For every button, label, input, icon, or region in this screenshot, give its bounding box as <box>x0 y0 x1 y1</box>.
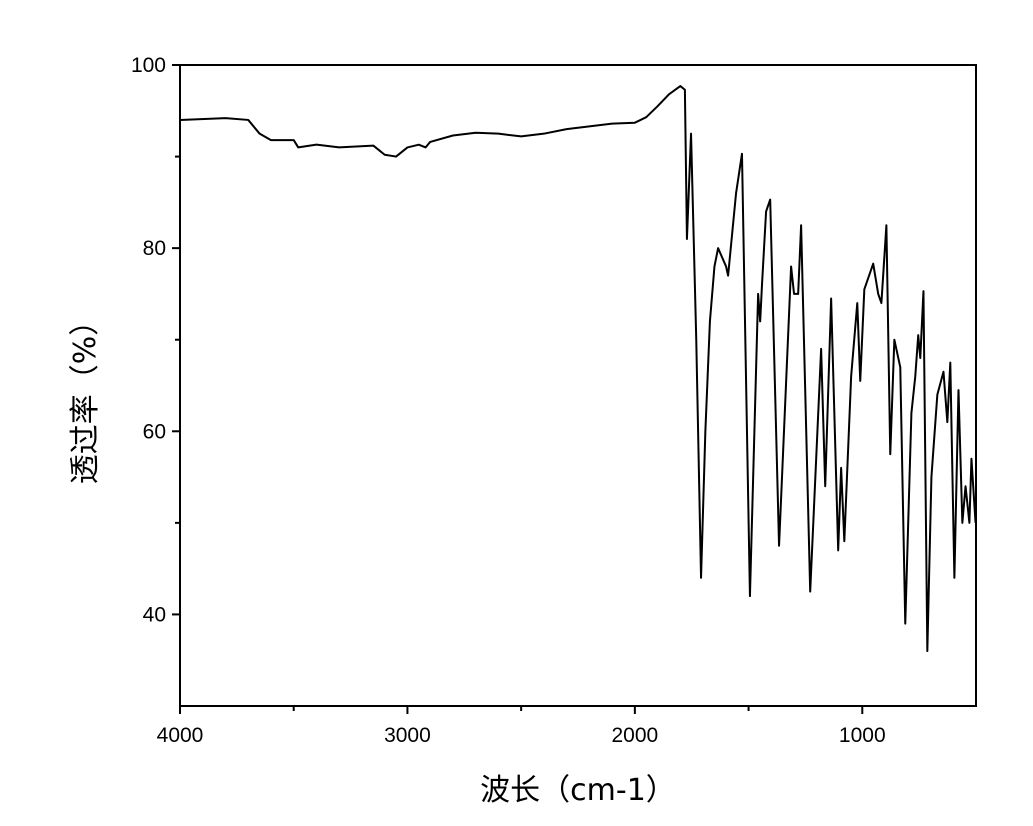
x-axis-label: 波长（cm-1） <box>480 773 676 808</box>
y-tick-label: 60 <box>143 420 166 443</box>
y-axis-label: 透过率（%） <box>68 306 103 485</box>
y-tick-label: 40 <box>143 603 166 626</box>
x-tick-label: 1000 <box>839 724 886 747</box>
x-tick-label: 3000 <box>384 724 431 747</box>
x-tick-label: 2000 <box>611 724 658 747</box>
plot-frame <box>179 64 977 707</box>
y-tick-label: 100 <box>131 54 166 77</box>
x-tick-label: 4000 <box>157 724 204 747</box>
spectrum-line <box>179 85 977 653</box>
y-tick-label: 80 <box>143 237 166 260</box>
